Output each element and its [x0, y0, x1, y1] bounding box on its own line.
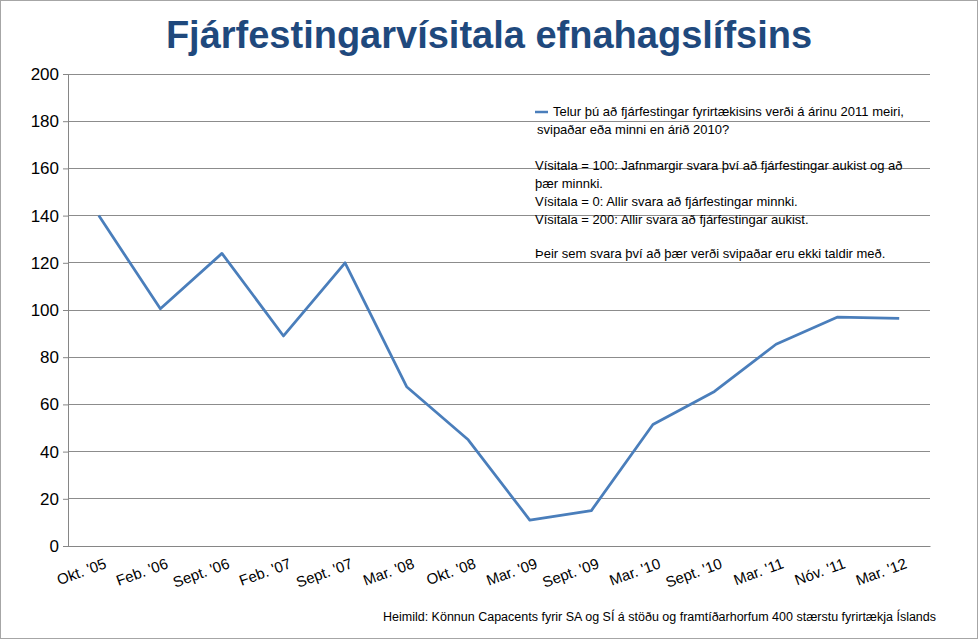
- legend: Telur þú að fjárfestingar fyrirtækisins …: [535, 104, 904, 137]
- y-tick-label: 160: [31, 159, 59, 178]
- x-tick: Okt. '08: [424, 546, 478, 588]
- y-tick: 120: [31, 254, 68, 273]
- x-tick-label: Sept. '06: [171, 555, 232, 591]
- y-tick: 20: [40, 490, 68, 509]
- y-tick-mark: [63, 263, 68, 264]
- y-axis-line: [63, 75, 69, 547]
- y-tick: 0: [50, 537, 68, 556]
- grid-line: [68, 262, 930, 263]
- y-tick: 180: [31, 112, 68, 131]
- x-tick: Sept. '09: [540, 546, 601, 591]
- legend-entry: Telur þú að fjárfestingar fyrirtækisins …: [537, 104, 904, 137]
- y-tick-label: 20: [40, 490, 59, 509]
- y-tick-mark: [63, 357, 68, 358]
- y-tick: 100: [31, 301, 68, 320]
- x-tick: Feb. '07: [237, 546, 293, 589]
- source: Heimild: Könnun Capacents fyrir SA og SÍ…: [383, 609, 936, 624]
- y-tick-label: 80: [40, 348, 59, 367]
- x-tick-label: Mar. '12: [853, 555, 909, 589]
- grid-line: [68, 310, 930, 311]
- data-line: [99, 216, 899, 520]
- legend-swatch: [535, 111, 548, 114]
- y-tick-mark: [63, 546, 68, 547]
- y-tick-label: 100: [31, 301, 59, 320]
- x-axis-line: [69, 546, 931, 547]
- y-tick-mark: [63, 168, 68, 169]
- y-tick-mark: [63, 121, 68, 122]
- y-tick: 80: [40, 348, 68, 367]
- x-tick: Feb. '06: [114, 546, 170, 589]
- y-tick-mark: [63, 499, 68, 500]
- x-tick-label: Sept. '07: [294, 555, 355, 591]
- x-tick-label: Nóv. '11: [792, 555, 847, 589]
- chart-border: [1, 1, 978, 639]
- x-tick: Sept. '06: [171, 546, 232, 591]
- x-tick: Mar. '11: [731, 546, 785, 588]
- x-tick-label: Feb. '07: [237, 555, 293, 589]
- y-tick: 140: [31, 207, 68, 226]
- y-tick-mark: [63, 404, 68, 405]
- x-tick: Sept. '10: [663, 546, 724, 591]
- grid-line: [68, 357, 930, 358]
- y-tick: 160: [31, 159, 68, 178]
- x-tick: Nóv. '11: [792, 546, 847, 588]
- y-tick-label: 140: [31, 207, 59, 226]
- x-tick-label: Mar. '11: [731, 555, 785, 589]
- y-tick: 200: [31, 65, 68, 84]
- grid-line: [68, 451, 930, 452]
- y-tick-label: 40: [40, 443, 59, 462]
- title: Fjárfestingarvísitala efnahagslífsins: [166, 14, 812, 56]
- x-tick-label: Mar. '09: [484, 555, 540, 589]
- x-tick: Mar. '12: [853, 546, 909, 589]
- y-tick-label: 200: [31, 65, 59, 84]
- x-tick-label: Okt. '08: [424, 555, 478, 588]
- grid-line: [68, 546, 930, 547]
- grid-line: [68, 498, 930, 499]
- y-tick-mark: [63, 74, 68, 75]
- chart: Fjárfestingarvísitala efnahagslífsins 0 20…: [0, 0, 978, 639]
- x-tick-label: Mar. '10: [607, 555, 663, 589]
- x-tick: Mar. '08: [361, 546, 417, 589]
- y-tick-mark: [63, 310, 68, 311]
- y-tick-label: 0: [50, 537, 59, 556]
- x-tick-label: Sept. '09: [540, 555, 601, 591]
- y-tick-label: 120: [31, 254, 59, 273]
- x-tick: Okt. '05: [54, 546, 108, 588]
- x-tick-label: Sept. '10: [663, 555, 724, 591]
- x-tick-label: Mar. '08: [361, 555, 417, 589]
- y-axis: 0 20 40 60 80 100 120 140 160 180 200: [31, 65, 69, 556]
- annotation: Vísitala = 100: Jafnmargir svara því að …: [535, 158, 902, 191]
- x-tick-label: Okt. '05: [54, 555, 108, 588]
- y-tick-label: 60: [40, 395, 59, 414]
- annotation: Vísitala = 200: Allir svara að fjárfesti…: [535, 212, 809, 227]
- x-tick: Mar. '10: [607, 546, 663, 589]
- x-tick: Mar. '09: [484, 546, 540, 589]
- x-axis: Okt. '05Feb. '06Sept. '06Feb. '07Sept. '…: [54, 546, 930, 591]
- y-tick: 60: [40, 395, 68, 414]
- y-tick-mark: [63, 452, 68, 453]
- x-tick: Sept. '07: [294, 546, 355, 591]
- grid-line: [68, 121, 930, 122]
- x-tick-label: Feb. '06: [114, 555, 170, 589]
- grid: [68, 74, 930, 546]
- y-tick-label: 180: [31, 112, 59, 131]
- grid-line: [68, 404, 930, 405]
- plot-area: [99, 216, 899, 520]
- grid-line: [68, 74, 930, 75]
- y-tick: 40: [40, 443, 68, 462]
- annotation: Vísitala = 0: Allir svara að fjárfesting…: [535, 194, 798, 209]
- annotation: Þeir sem svara því að þær verði svipaðar…: [535, 246, 885, 261]
- y-tick-mark: [63, 216, 68, 217]
